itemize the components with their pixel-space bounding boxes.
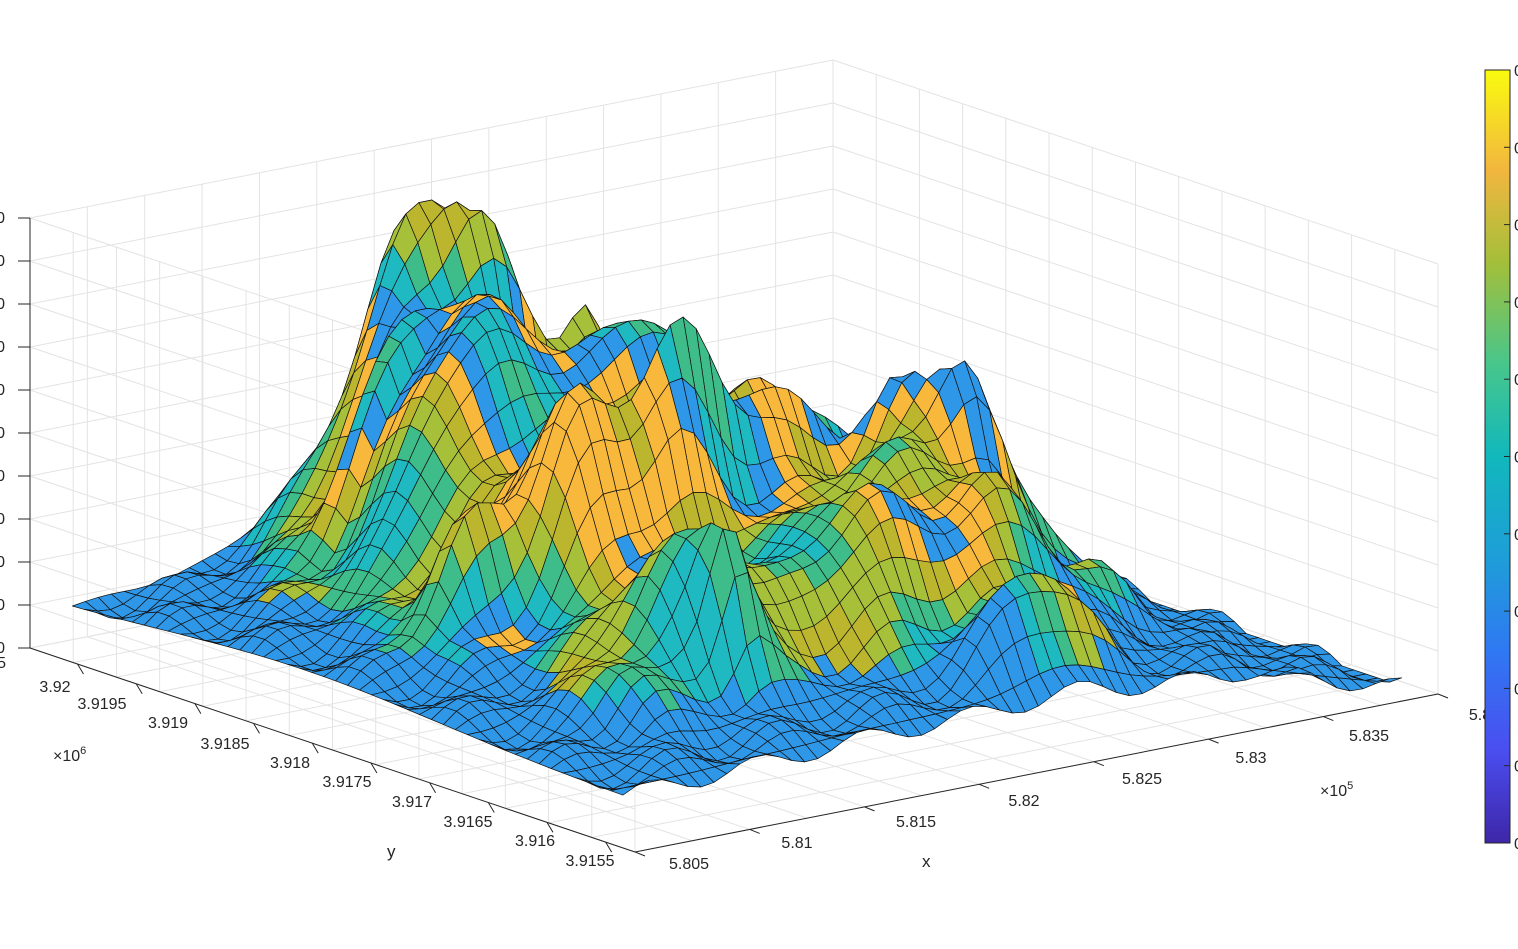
x-tick-mark [1093,761,1105,767]
z-tick-label: 0 [0,382,5,399]
x-tick-mark [1323,716,1334,722]
y-tick-label: 3.918 [270,755,310,772]
z-tick-label: 0 [0,511,5,528]
z-tick-label: 0 [0,597,5,614]
y-axis-label: y [387,842,396,861]
x-tick-label: 5.815 [896,814,936,831]
colorbar-tick-label: 0 [1514,140,1518,157]
y-tick-mark [253,723,260,734]
colorbar-tick-label: 0 [1514,836,1518,853]
colorbar-tick-label: 0 [1514,372,1518,389]
y-tick-mark [135,683,143,695]
colorbar-tick-label: 0 [1514,759,1518,776]
z-tick-label: 0 [0,554,5,571]
x-axis-line [634,693,1439,853]
y-tick-label: 3.9175 [323,774,372,791]
colorbar-tick-label: 0 [1514,450,1518,467]
x-tick-mark [864,806,875,812]
colorbar-tick-label: 0 [1514,218,1518,235]
x-tick-mark [1437,693,1449,699]
y-tick-mark [605,841,613,853]
colorbar-tick-label: 0 [1514,295,1518,312]
y-tick-mark [429,782,437,793]
x-tick-label: 5.81 [781,835,812,852]
y-tick-mark [311,742,319,754]
y-axis-line [29,647,636,853]
x-tick-mark [978,783,990,789]
y-tick-label: 3.92 [39,679,70,696]
colorbar-tick-label: 0 [1514,63,1518,80]
y-tick-mark [487,802,495,813]
x-tick-label: 5.835 [1349,728,1389,745]
colorbar-tick-label: 0 [1514,527,1518,544]
x-tick-label: 5.825 [1122,771,1162,788]
z-tick-label: 0 [0,425,5,442]
y-axis-ticks: 3.92 3.9195 3.919 3.9185 3.918 3.9175 3.917 3.9… [39,663,615,870]
colorbar-ticks: 0 0 0 0 0 0 0 0 0 0 0 [1504,63,1518,853]
y-tick-label: 3.9195 [78,696,127,713]
colorbar-tick-label: 0 [1514,604,1518,621]
surface-mesh [72,199,1403,796]
z-tick-label: 0 [0,210,5,227]
y-tick-mark [546,822,554,833]
colorbar-tick-label: 0 [1514,681,1518,698]
y-tick-label: 3.9155 [566,853,615,870]
z-tick-label: 0 [0,296,5,313]
z-tick-label: 0 [0,339,5,356]
z-tick-label: 0 [0,468,5,485]
x-tick-label: 5.805 [669,856,709,873]
x-tick-mark [634,851,646,857]
y-tick-mark [194,703,202,714]
y-tick-mark [370,762,378,774]
y-tick-label: 3.9165 [444,814,493,831]
y-tick-label: 3.9185 [201,736,250,753]
x-tick-mark [1208,738,1219,744]
y-tick-label: 3.916 [515,833,555,850]
x-exponent-label: ×105 [1320,780,1353,800]
z-tick-label: 0 [0,640,5,657]
surface-face [610,785,637,796]
x-tick-label: 5.82 [1008,793,1039,810]
y-tick-mark [77,663,84,675]
x-tick-label: 5.83 [1235,750,1266,767]
y-tick-label: 3.917 [392,794,432,811]
y-tick-label: 3.919 [148,715,188,732]
x-tick-mark [749,828,760,834]
y-exponent-label: ×106 [53,745,86,765]
x-axis-label: x [922,852,931,871]
z-tick-label: 0 [0,253,5,270]
z-corner-tick-label: 5 [0,655,6,672]
